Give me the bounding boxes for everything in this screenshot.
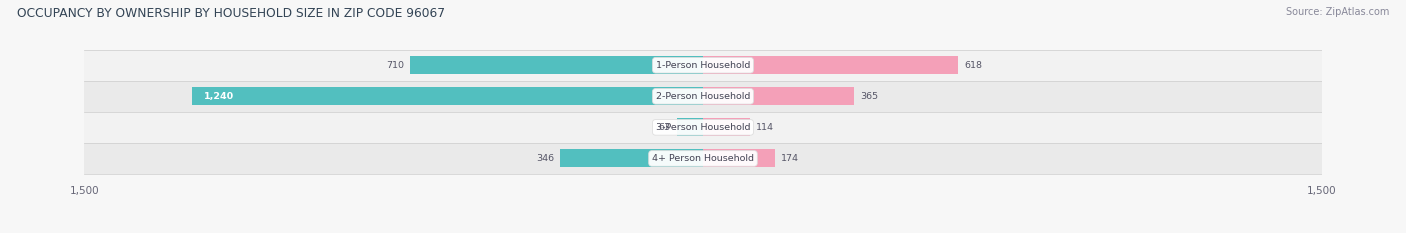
Bar [703, 87, 853, 105]
Text: 2-Person Household: 2-Person Household [655, 92, 751, 101]
Text: 114: 114 [756, 123, 775, 132]
Text: OCCUPANCY BY OWNERSHIP BY HOUSEHOLD SIZE IN ZIP CODE 96067: OCCUPANCY BY OWNERSHIP BY HOUSEHOLD SIZE… [17, 7, 444, 20]
Text: 1-Person Household: 1-Person Household [655, 61, 751, 70]
Text: 618: 618 [965, 61, 981, 70]
Bar [703, 118, 749, 136]
Text: 174: 174 [780, 154, 799, 163]
Bar [84, 143, 1322, 174]
Bar [411, 56, 703, 74]
Text: 1,240: 1,240 [204, 92, 233, 101]
Text: 63: 63 [658, 123, 671, 132]
Bar [84, 50, 1322, 81]
Text: 4+ Person Household: 4+ Person Household [652, 154, 754, 163]
Text: Source: ZipAtlas.com: Source: ZipAtlas.com [1285, 7, 1389, 17]
Bar [561, 149, 703, 168]
Text: 710: 710 [387, 61, 404, 70]
Bar [678, 118, 703, 136]
Bar [84, 81, 1322, 112]
Text: 346: 346 [536, 154, 554, 163]
Bar [703, 56, 957, 74]
Legend: Owner-occupied, Renter-occupied: Owner-occupied, Renter-occupied [595, 231, 811, 233]
Text: 365: 365 [859, 92, 877, 101]
Text: 3-Person Household: 3-Person Household [655, 123, 751, 132]
Bar [191, 87, 703, 105]
Bar [84, 112, 1322, 143]
Bar [703, 149, 775, 168]
